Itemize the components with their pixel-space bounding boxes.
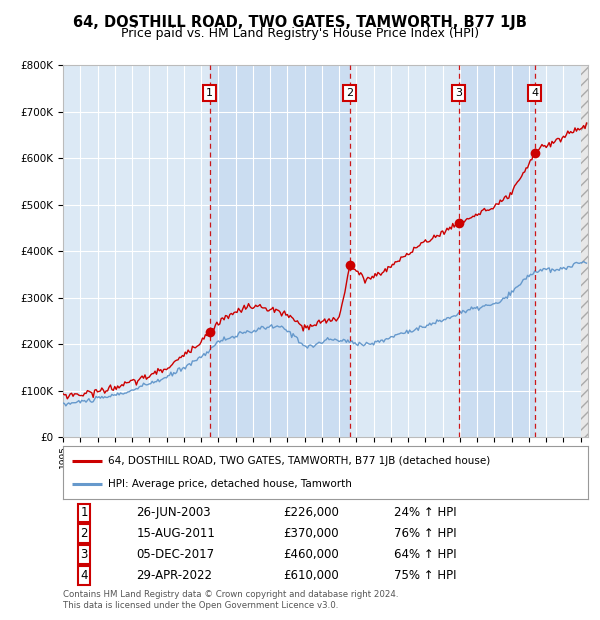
Text: 4: 4 [80, 569, 88, 582]
Text: 05-DEC-2017: 05-DEC-2017 [137, 548, 215, 561]
Text: 3: 3 [80, 548, 88, 561]
Text: £370,000: £370,000 [284, 527, 339, 540]
Text: Price paid vs. HM Land Registry's House Price Index (HPI): Price paid vs. HM Land Registry's House … [121, 27, 479, 40]
Text: 4: 4 [531, 88, 538, 98]
Text: 76% ↑ HPI: 76% ↑ HPI [394, 527, 457, 540]
Bar [209, 65, 350, 437]
Text: 15-AUG-2011: 15-AUG-2011 [137, 527, 215, 540]
Text: £610,000: £610,000 [284, 569, 339, 582]
Text: £460,000: £460,000 [284, 548, 339, 561]
Bar [581, 65, 590, 437]
Text: 1: 1 [80, 506, 88, 519]
Text: Contains HM Land Registry data © Crown copyright and database right 2024.
This d: Contains HM Land Registry data © Crown c… [63, 590, 398, 609]
Text: 29-APR-2022: 29-APR-2022 [137, 569, 212, 582]
Text: 2: 2 [346, 88, 353, 98]
Text: £226,000: £226,000 [284, 506, 340, 519]
Text: 64, DOSTHILL ROAD, TWO GATES, TAMWORTH, B77 1JB: 64, DOSTHILL ROAD, TWO GATES, TAMWORTH, … [73, 16, 527, 30]
Text: 24% ↑ HPI: 24% ↑ HPI [394, 506, 457, 519]
Bar [458, 65, 535, 437]
Bar [581, 65, 598, 437]
Text: 3: 3 [455, 88, 462, 98]
Text: 2: 2 [80, 527, 88, 540]
Text: 1: 1 [206, 88, 213, 98]
Text: 26-JUN-2003: 26-JUN-2003 [137, 506, 211, 519]
Text: 64% ↑ HPI: 64% ↑ HPI [394, 548, 457, 561]
Text: 64, DOSTHILL ROAD, TWO GATES, TAMWORTH, B77 1JB (detached house): 64, DOSTHILL ROAD, TWO GATES, TAMWORTH, … [107, 456, 490, 466]
Text: 75% ↑ HPI: 75% ↑ HPI [394, 569, 456, 582]
Text: HPI: Average price, detached house, Tamworth: HPI: Average price, detached house, Tamw… [107, 479, 352, 489]
